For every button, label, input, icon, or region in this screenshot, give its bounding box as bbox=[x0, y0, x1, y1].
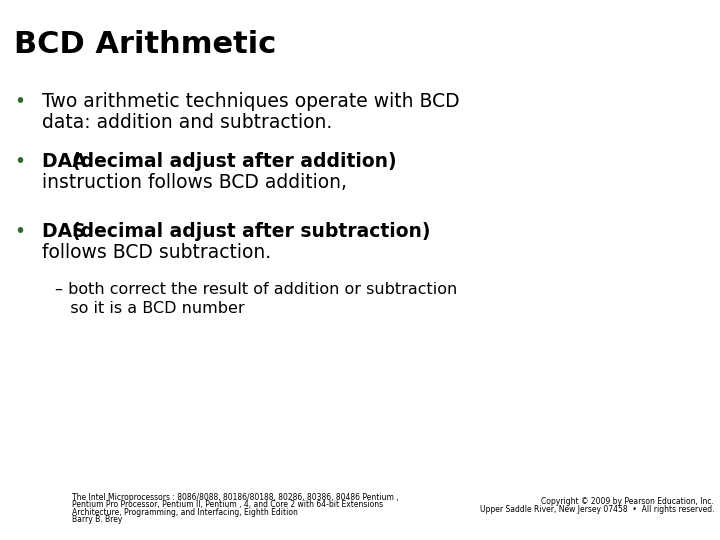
Text: •: • bbox=[14, 92, 25, 111]
Text: •: • bbox=[14, 152, 25, 171]
Text: follows BCD subtraction.: follows BCD subtraction. bbox=[42, 243, 271, 262]
Text: DAA: DAA bbox=[42, 152, 93, 171]
Text: DAS: DAS bbox=[42, 222, 92, 241]
Text: •: • bbox=[14, 222, 25, 241]
Text: so it is a BCD number: so it is a BCD number bbox=[55, 301, 245, 316]
Text: The Intel Microprocessors : 8086/8088, 80186/80188, 80286, 80386, 80486 Pentium : The Intel Microprocessors : 8086/8088, 8… bbox=[72, 493, 399, 502]
Text: instruction follows BCD addition,: instruction follows BCD addition, bbox=[42, 173, 347, 192]
Text: Upper Saddle River, New Jersey 07458  •  All rights reserved.: Upper Saddle River, New Jersey 07458 • A… bbox=[480, 505, 714, 514]
Text: (decimal adjust after subtraction): (decimal adjust after subtraction) bbox=[72, 222, 431, 241]
Text: (decimal adjust after addition): (decimal adjust after addition) bbox=[72, 152, 397, 171]
Text: – both correct the result of addition or subtraction: – both correct the result of addition or… bbox=[55, 282, 457, 297]
Text: data: addition and subtraction.: data: addition and subtraction. bbox=[42, 113, 332, 132]
Text: PEARSON: PEARSON bbox=[11, 498, 63, 508]
Text: Barry B. Brey: Barry B. Brey bbox=[72, 516, 122, 524]
Text: Two arithmetic techniques operate with BCD: Two arithmetic techniques operate with B… bbox=[42, 92, 459, 111]
Text: Pentium Pro Processor, Pentium II, Pentium , 4, and Core 2 with 64-bit Extension: Pentium Pro Processor, Pentium II, Penti… bbox=[72, 501, 383, 510]
Text: Architecture, Programming, and Interfacing, Eighth Edition: Architecture, Programming, and Interfaci… bbox=[72, 508, 298, 517]
Text: Copyright © 2009 by Pearson Education, Inc.: Copyright © 2009 by Pearson Education, I… bbox=[541, 497, 714, 506]
Text: BCD Arithmetic: BCD Arithmetic bbox=[14, 30, 276, 59]
